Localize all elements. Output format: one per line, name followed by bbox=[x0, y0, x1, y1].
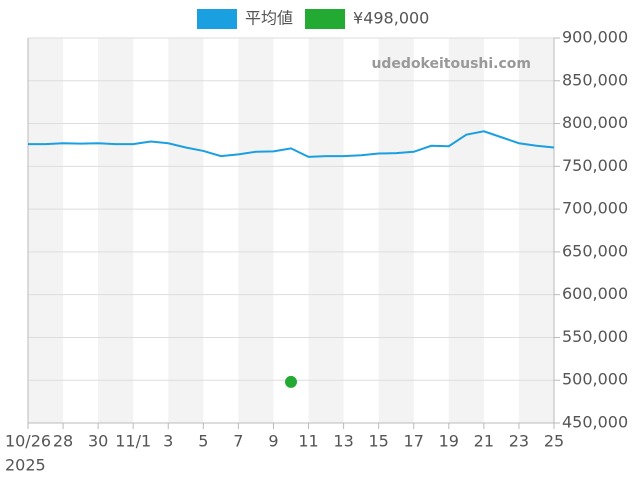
x-tick-label: 21 bbox=[474, 432, 494, 451]
band bbox=[448, 38, 484, 423]
y-tick-label: 600,000 bbox=[562, 284, 628, 303]
y-tick-label: 850,000 bbox=[562, 70, 628, 89]
y-tick-label: 800,000 bbox=[562, 113, 628, 132]
x-tick-label: 13 bbox=[333, 432, 353, 451]
legend-label: ¥498,000 bbox=[353, 9, 429, 28]
watermark: udedokeitoushi.com bbox=[371, 56, 531, 72]
x-tick-label: 10/26 bbox=[5, 432, 51, 451]
x-tick-label: 3 bbox=[163, 432, 173, 451]
y-tick-label: 650,000 bbox=[562, 241, 628, 260]
point bbox=[285, 375, 297, 388]
band bbox=[378, 38, 414, 423]
y-tick-label: 500,000 bbox=[562, 370, 628, 389]
band bbox=[518, 38, 554, 423]
x-tick-label: 9 bbox=[268, 432, 278, 451]
legend-swatch bbox=[305, 9, 346, 29]
x-year-label: 2025 bbox=[5, 456, 46, 475]
x-tick-label: 28 bbox=[53, 432, 73, 451]
line bbox=[28, 130, 555, 158]
band bbox=[168, 38, 204, 423]
band bbox=[28, 38, 64, 423]
x-tick-label: 11/1 bbox=[115, 432, 151, 451]
band bbox=[238, 38, 274, 423]
y-tick-label: 700,000 bbox=[562, 199, 628, 218]
x-tick-label: 23 bbox=[509, 432, 529, 451]
y-tick-label: 450,000 bbox=[562, 413, 628, 432]
x-tick-label: 30 bbox=[88, 432, 108, 451]
band bbox=[308, 38, 344, 423]
legend-label: 平均値 bbox=[245, 9, 293, 28]
band bbox=[98, 38, 134, 423]
x-tick-label: 5 bbox=[198, 432, 208, 451]
legend-swatch bbox=[197, 9, 237, 29]
x-tick-label: 15 bbox=[368, 432, 388, 451]
x-tick-label: 11 bbox=[298, 432, 318, 451]
x-tick-label: 7 bbox=[233, 432, 243, 451]
y-tick-label: 750,000 bbox=[562, 156, 628, 175]
x-tick-label: 19 bbox=[439, 432, 459, 451]
y-tick-label: 900,000 bbox=[562, 28, 628, 47]
x-tick-label: 17 bbox=[404, 432, 424, 451]
y-tick-label: 550,000 bbox=[562, 327, 628, 346]
x-tick-label: 25 bbox=[544, 432, 564, 451]
